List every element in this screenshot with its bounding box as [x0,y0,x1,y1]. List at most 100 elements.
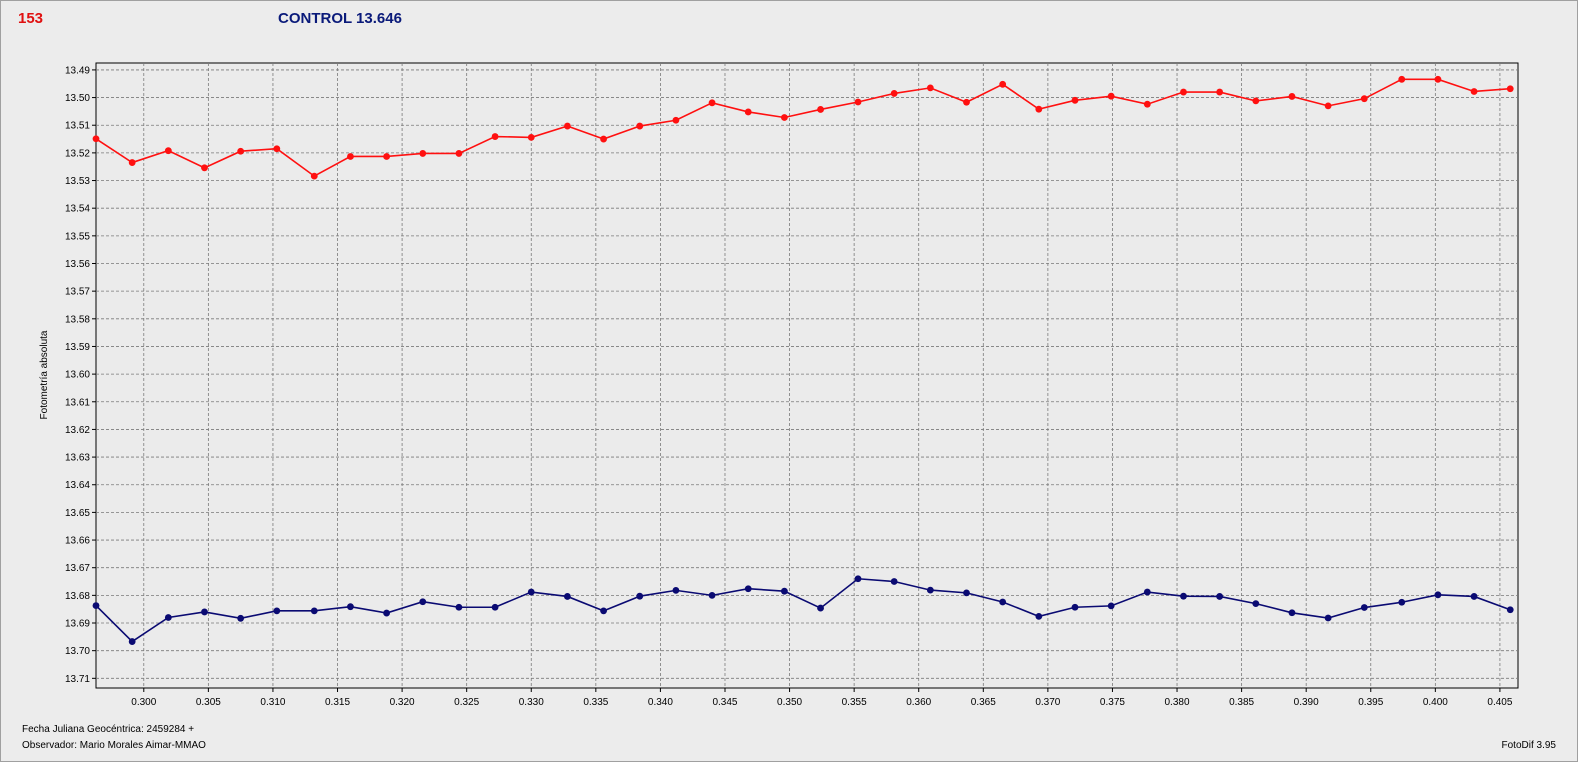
red-data-point [92,135,100,143]
blue-data-point [780,587,788,595]
y-tick-label: 13.56 [65,259,90,270]
x-tick-label: 0.405 [1487,697,1512,708]
blue-data-point [1288,609,1296,617]
red-data-point [1180,88,1187,96]
red-data-point [999,80,1007,88]
red-data-point [636,122,644,130]
red-data-point [1143,100,1151,108]
red-data-point [128,159,136,166]
software-version-label: FotoDif 3.95 [1501,740,1556,751]
blue-data-point [419,598,427,606]
blue-data-point [1143,588,1151,596]
red-data-point [237,147,245,155]
blue-data-point [455,603,463,611]
x-tick-label: 0.305 [196,697,221,708]
blue-data-point [1216,593,1224,600]
red-data-point [455,150,463,157]
x-tick-label: 0.385 [1229,697,1254,708]
red-data-point [744,108,752,116]
x-tick-label: 0.300 [131,697,156,708]
blue-data-point [708,591,716,599]
blue-data-point [347,603,354,611]
y-tick-label: 13.67 [65,563,90,574]
y-tick-label: 13.69 [65,619,90,630]
y-tick-label: 13.55 [65,231,90,242]
blue-data-point [491,603,499,611]
star-id-label: 153 [18,10,44,27]
blue-data-point [1107,602,1115,610]
red-data-point [926,84,934,92]
blue-data-point [999,598,1007,606]
red-data-point [1324,102,1332,110]
blue-data-point [1470,593,1478,600]
red-data-point [708,99,716,107]
blue-data-point [672,586,680,594]
red-data-point [854,98,862,106]
red-data-point [1288,93,1296,100]
blue-data-point [744,585,752,593]
x-tick-label: 0.360 [906,697,931,708]
blue-data-point [1506,606,1514,614]
blue-data-point [1434,591,1442,599]
y-tick-label: 13.71 [65,674,90,685]
y-tick-label: 13.58 [65,314,90,325]
y-tick-label: 13.65 [65,508,90,519]
x-tick-label: 0.350 [777,697,802,708]
blue-data-point [1252,600,1260,608]
y-tick-label: 13.57 [65,287,90,298]
red-data-point [419,150,427,157]
blue-data-point [890,578,898,585]
blue-data-point [1035,612,1043,620]
red-data-point [564,122,571,130]
x-tick-label: 0.355 [842,697,867,708]
y-tick-label: 13.63 [65,453,90,464]
blue-data-point [273,607,281,615]
y-tick-label: 13.62 [65,425,90,436]
blue-data-point [1071,603,1079,611]
red-data-point [1035,105,1043,113]
blue-data-point [600,607,607,615]
red-data-point [201,164,208,172]
x-tick-label: 0.345 [712,697,737,708]
x-tick-label: 0.310 [260,697,285,708]
x-tick-label: 0.320 [390,697,415,708]
y-tick-label: 13.51 [65,121,90,132]
y-tick-label: 13.64 [65,480,90,491]
x-tick-label: 0.340 [648,697,673,708]
y-tick-label: 13.68 [65,591,90,602]
red-data-point [1360,95,1368,103]
y-tick-label: 13.66 [65,536,90,547]
red-data-point [1107,92,1115,100]
blue-data-point [383,609,390,617]
x-tick-label: 0.330 [519,697,544,708]
y-tick-label: 13.59 [65,342,90,353]
blue-data-point [310,607,318,615]
red-data-point [491,133,499,140]
red-data-point [273,145,281,153]
x-tick-label: 0.375 [1100,697,1125,708]
blue-data-point [854,575,862,583]
red-data-point [963,98,970,106]
blue-data-point [636,592,644,600]
red-data-point [164,147,172,155]
red-series-line [95,78,1511,178]
red-data-point [347,153,354,160]
x-tick-label: 0.325 [454,697,479,708]
y-tick-label: 13.52 [65,148,90,159]
y-tick-label: 13.70 [65,646,90,657]
x-tick-label: 0.395 [1358,697,1383,708]
red-data-point [1434,75,1442,83]
x-tick-label: 0.390 [1294,697,1319,708]
x-tick-label: 0.335 [583,697,608,708]
blue-data-point [1360,604,1368,611]
y-tick-label: 13.53 [65,176,90,187]
x-tick-label: 0.315 [325,697,350,708]
red-data-point [1252,97,1260,105]
data-series [92,75,1514,645]
red-data-point [1470,88,1478,95]
blue-data-point [963,589,970,597]
blue-data-point [92,602,100,609]
blue-data-point [128,638,136,645]
blue-data-point [564,593,571,600]
